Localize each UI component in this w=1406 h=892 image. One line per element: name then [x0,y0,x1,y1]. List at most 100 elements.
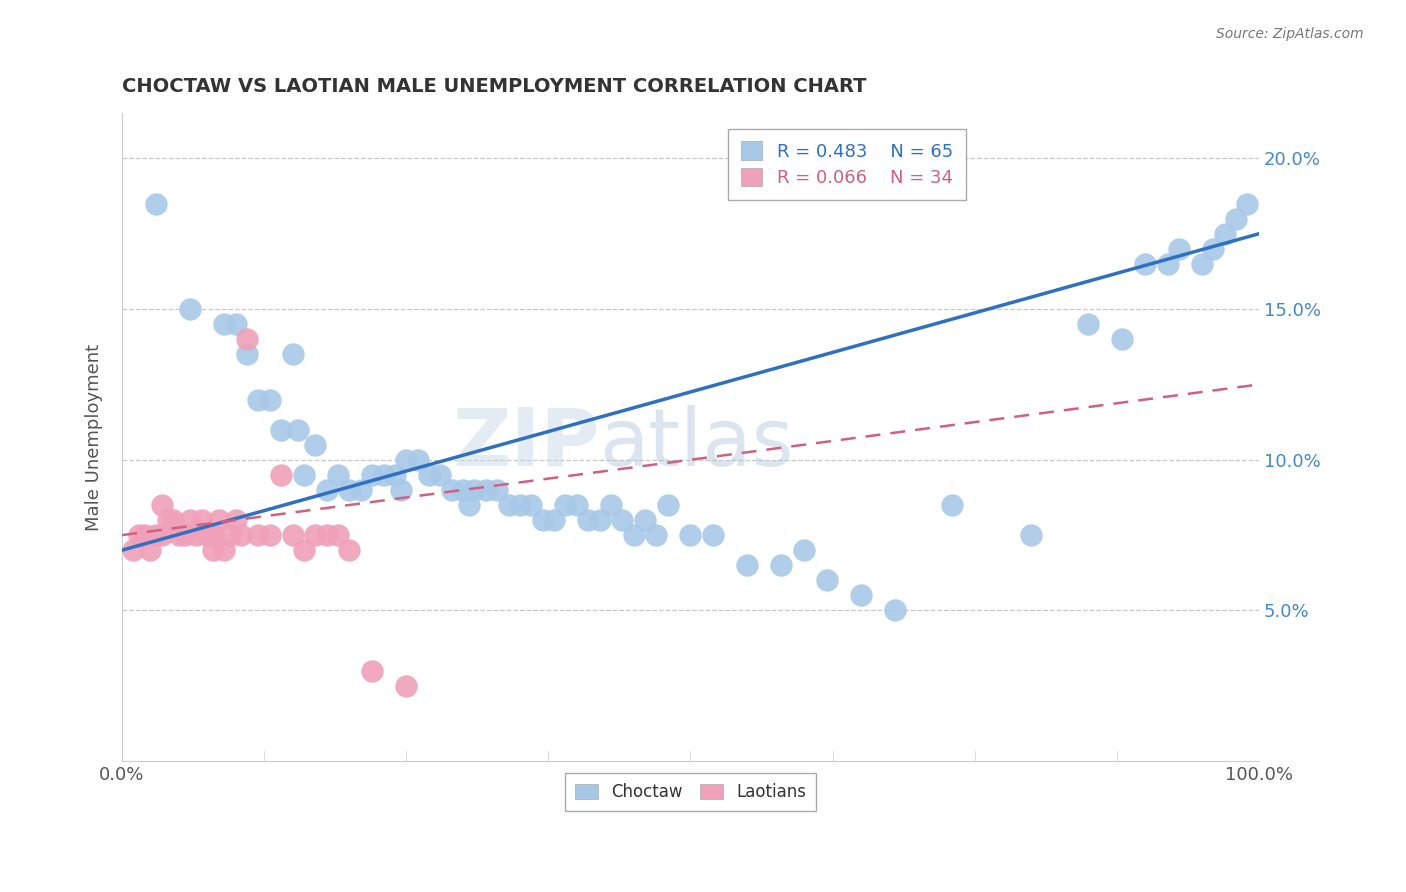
Point [531,513,554,527]
Point [406,452,429,467]
Point [225,317,247,331]
Point [270,467,292,482]
Point [150,528,173,542]
Point [231,528,253,542]
Point [350,483,373,497]
Point [440,483,463,497]
Point [184,528,207,542]
Point [634,513,657,527]
Point [735,558,758,573]
Point [361,467,384,482]
Point [122,543,145,558]
Point [128,528,150,542]
Point [201,528,224,542]
Point [554,498,576,512]
Point [214,317,236,331]
Point [281,528,304,542]
Point [384,467,406,482]
Legend: Choctaw, Laotians: Choctaw, Laotians [565,773,817,811]
Point [1236,196,1258,211]
Point [236,347,259,361]
Point [941,498,963,512]
Point [1077,317,1099,331]
Point [339,543,361,558]
Point [361,664,384,678]
Point [315,483,337,497]
Point [565,498,588,512]
Point [623,528,645,542]
Point [201,543,224,558]
Text: CHOCTAW VS LAOTIAN MALE UNEMPLOYMENT CORRELATION CHART: CHOCTAW VS LAOTIAN MALE UNEMPLOYMENT COR… [122,78,866,96]
Point [475,483,498,497]
Point [156,513,179,527]
Point [236,332,259,346]
Point [292,467,315,482]
Point [395,452,418,467]
Point [190,513,212,527]
Text: atlas: atlas [599,405,794,483]
Point [770,558,793,573]
Point [219,528,242,542]
Point [214,543,236,558]
Point [657,498,679,512]
Point [679,528,702,542]
Point [1202,242,1225,256]
Point [179,302,201,317]
Point [815,574,838,588]
Point [1191,257,1213,271]
Point [287,423,309,437]
Point [326,528,349,542]
Point [576,513,599,527]
Point [145,196,167,211]
Point [247,392,270,407]
Point [145,528,167,542]
Point [162,513,184,527]
Point [429,467,451,482]
Point [645,528,668,542]
Point [599,498,621,512]
Point [884,603,907,617]
Point [588,513,610,527]
Point [281,347,304,361]
Point [326,467,349,482]
Point [292,543,315,558]
Text: ZIP: ZIP [453,405,599,483]
Text: Source: ZipAtlas.com: Source: ZipAtlas.com [1216,27,1364,41]
Point [247,528,270,542]
Point [167,528,190,542]
Point [793,543,815,558]
Point [259,392,281,407]
Point [179,513,201,527]
Point [134,528,156,542]
Point [259,528,281,542]
Point [463,483,485,497]
Point [498,498,520,512]
Point [520,498,543,512]
Point [395,679,418,693]
Point [457,498,479,512]
Point [543,513,565,527]
Point [150,498,173,512]
Point [702,528,724,542]
Point [486,483,509,497]
Point [304,438,326,452]
Point [304,528,326,542]
Point [208,513,231,527]
Point [1021,528,1043,542]
Point [1225,211,1247,226]
Point [1111,332,1133,346]
Point [195,528,218,542]
Point [139,543,162,558]
Point [270,423,292,437]
Point [1157,257,1180,271]
Point [612,513,634,527]
Point [451,483,474,497]
Point [315,528,337,542]
Point [373,467,395,482]
Point [225,513,247,527]
Point [1133,257,1156,271]
Point [509,498,531,512]
Point [173,528,195,542]
Point [1168,242,1191,256]
Point [418,467,440,482]
